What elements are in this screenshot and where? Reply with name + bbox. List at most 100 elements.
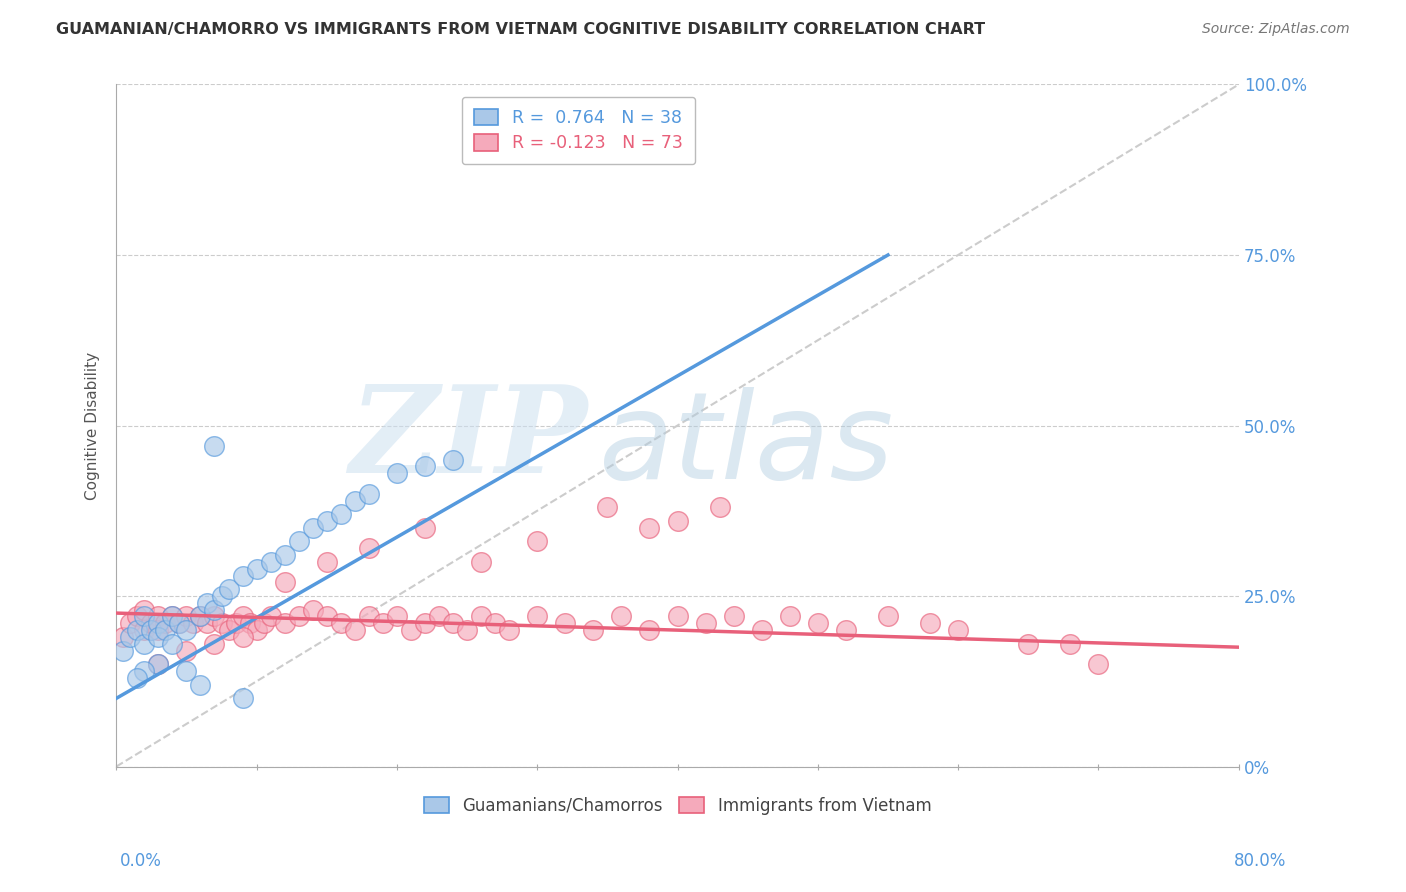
Point	[211, 589, 233, 603]
Point	[315, 514, 337, 528]
Point	[190, 609, 212, 624]
Point	[357, 486, 380, 500]
Point	[232, 568, 254, 582]
Point	[751, 623, 773, 637]
Point	[526, 534, 548, 549]
Point	[946, 623, 969, 637]
Point	[176, 643, 198, 657]
Point	[470, 555, 492, 569]
Point	[385, 609, 408, 624]
Point	[134, 609, 156, 624]
Point	[245, 623, 267, 637]
Point	[155, 623, 177, 637]
Point	[385, 467, 408, 481]
Point	[127, 623, 149, 637]
Point	[259, 609, 281, 624]
Point	[456, 623, 478, 637]
Point	[779, 609, 801, 624]
Point	[413, 616, 436, 631]
Point	[134, 623, 156, 637]
Point	[148, 630, 170, 644]
Point	[357, 541, 380, 556]
Point	[301, 521, 323, 535]
Point	[141, 616, 163, 631]
Point	[155, 616, 177, 631]
Point	[245, 562, 267, 576]
Point	[148, 609, 170, 624]
Point	[190, 609, 212, 624]
Point	[315, 555, 337, 569]
Point	[610, 609, 633, 624]
Text: atlas: atlas	[599, 387, 894, 505]
Point	[287, 534, 309, 549]
Point	[204, 439, 226, 453]
Point	[484, 616, 506, 631]
Point	[148, 657, 170, 672]
Point	[120, 616, 142, 631]
Text: GUAMANIAN/CHAMORRO VS IMMIGRANTS FROM VIETNAM COGNITIVE DISABILITY CORRELATION C: GUAMANIAN/CHAMORRO VS IMMIGRANTS FROM VI…	[56, 22, 986, 37]
Point	[666, 609, 689, 624]
Point	[197, 616, 219, 631]
Point	[1017, 637, 1039, 651]
Point	[232, 609, 254, 624]
Point	[134, 602, 156, 616]
Point	[273, 575, 295, 590]
Point	[141, 623, 163, 637]
Point	[211, 616, 233, 631]
Point	[470, 609, 492, 624]
Point	[582, 623, 605, 637]
Point	[204, 602, 226, 616]
Text: 80.0%: 80.0%	[1234, 852, 1286, 870]
Point	[148, 657, 170, 672]
Point	[1087, 657, 1109, 672]
Point	[176, 664, 198, 678]
Point	[371, 616, 394, 631]
Point	[176, 609, 198, 624]
Point	[301, 602, 323, 616]
Y-axis label: Cognitive Disability: Cognitive Disability	[86, 351, 100, 500]
Point	[225, 616, 247, 631]
Point	[232, 630, 254, 644]
Point	[252, 616, 274, 631]
Point	[441, 616, 464, 631]
Point	[218, 582, 240, 597]
Point	[259, 555, 281, 569]
Point	[709, 500, 731, 515]
Point	[112, 630, 135, 644]
Point	[329, 507, 352, 521]
Point	[315, 609, 337, 624]
Point	[413, 521, 436, 535]
Point	[695, 616, 717, 631]
Point	[287, 609, 309, 624]
Point	[190, 678, 212, 692]
Point	[239, 616, 262, 631]
Point	[112, 643, 135, 657]
Point	[498, 623, 520, 637]
Point	[1059, 637, 1081, 651]
Point	[343, 623, 366, 637]
Point	[204, 609, 226, 624]
Point	[666, 514, 689, 528]
Point	[357, 609, 380, 624]
Point	[723, 609, 745, 624]
Legend: Guamanians/Chamorros, Immigrants from Vietnam: Guamanians/Chamorros, Immigrants from Vi…	[415, 789, 939, 823]
Point	[134, 637, 156, 651]
Point	[148, 623, 170, 637]
Point	[127, 609, 149, 624]
Point	[232, 691, 254, 706]
Point	[329, 616, 352, 631]
Point	[554, 616, 576, 631]
Point	[399, 623, 422, 637]
Point	[807, 616, 830, 631]
Point	[638, 623, 661, 637]
Point	[218, 623, 240, 637]
Point	[638, 521, 661, 535]
Point	[835, 623, 858, 637]
Point	[183, 616, 205, 631]
Point	[120, 630, 142, 644]
Point	[204, 637, 226, 651]
Point	[169, 616, 191, 631]
Text: Source: ZipAtlas.com: Source: ZipAtlas.com	[1202, 22, 1350, 37]
Point	[273, 616, 295, 631]
Point	[162, 609, 184, 624]
